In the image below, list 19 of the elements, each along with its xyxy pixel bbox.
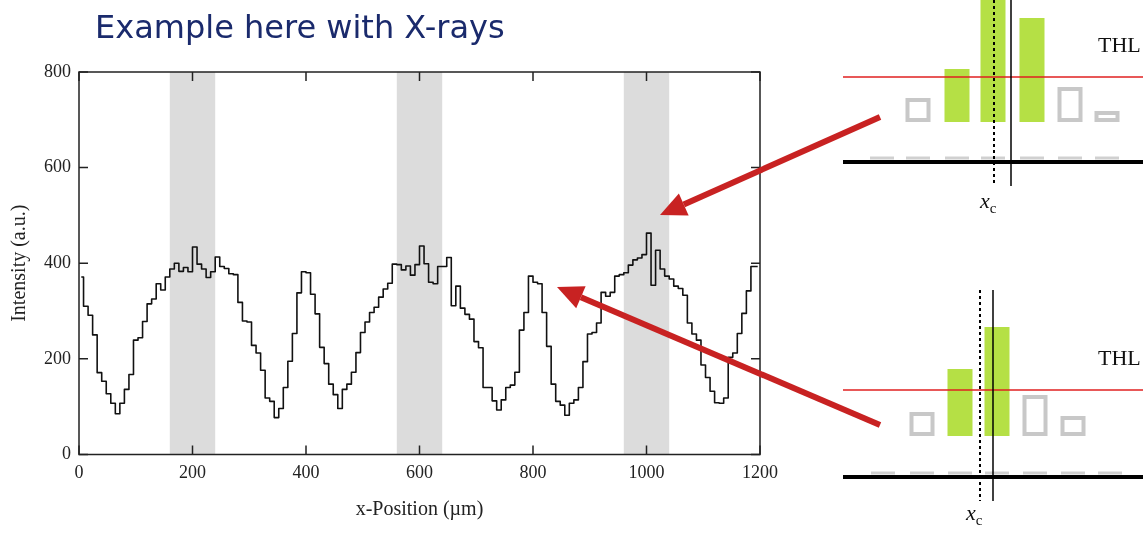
x-tick-label: 1000 bbox=[628, 461, 665, 482]
text: x$_{c}$ bbox=[980, 188, 997, 218]
y-tick-label: 400 bbox=[44, 251, 71, 272]
x-tick-label: 200 bbox=[179, 461, 206, 482]
x-tick-label: 1200 bbox=[742, 461, 778, 482]
text: THL bbox=[1098, 345, 1141, 371]
chart-title: Example here with X-rays bbox=[95, 8, 505, 46]
y-tick-label: 0 bbox=[62, 443, 71, 464]
y-axis-title: Intensity (a.u.) bbox=[7, 204, 31, 322]
x-tick-label: 600 bbox=[406, 461, 433, 482]
y-tick-label: 600 bbox=[44, 156, 71, 177]
y-tick-label: 200 bbox=[44, 347, 71, 368]
text: x$_{c}$ bbox=[966, 500, 983, 530]
x-tick-label: 400 bbox=[292, 461, 320, 482]
x-tick-label: 800 bbox=[519, 461, 547, 482]
text: THL bbox=[1098, 32, 1141, 58]
x-tick-label: 0 bbox=[74, 461, 84, 482]
x-axis-title: x-Position (µm) bbox=[355, 497, 484, 521]
y-tick-label: 800 bbox=[44, 60, 71, 81]
